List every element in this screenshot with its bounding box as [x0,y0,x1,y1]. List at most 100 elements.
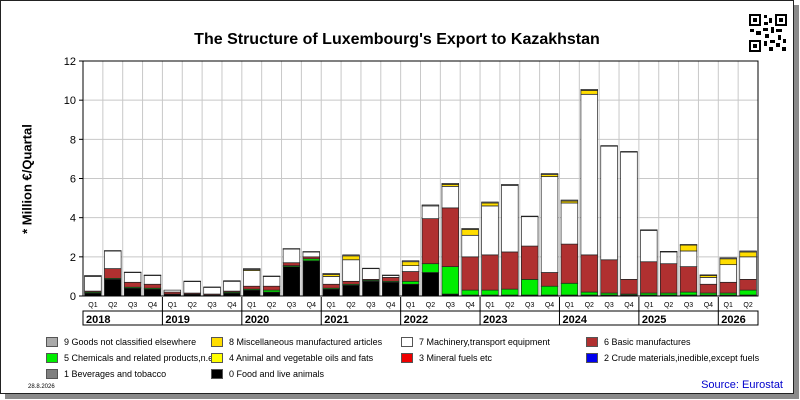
plot-border [82,60,759,297]
bar-segment [401,271,420,282]
bar-segment [322,276,340,285]
bar-segment [679,250,698,267]
bar-segment [104,250,122,269]
bar-segment [540,272,559,287]
x-tick-label: Q4 [148,302,157,309]
legend-label: 4 Animal and vegetable oils and fats [229,353,374,363]
y-tick-label: 0 [70,291,76,303]
legend-swatch [586,353,598,363]
bar-segment [719,258,737,266]
bar-segment [739,250,757,253]
x-tick-label: Q1 [168,302,177,309]
legend-item: 0 Food and live animals [211,368,324,380]
bar-segment [342,280,360,285]
legend-swatch [211,369,223,379]
year-label: 2023 [483,314,507,326]
legend-item: 4 Animal and vegetable oils and fats [211,352,373,364]
bar-segment [362,268,380,280]
bar-segment [262,285,281,291]
legend-item: 7 Machinery,transport equipment [401,336,550,348]
bar-segment [580,93,598,256]
bar-segment [163,289,182,293]
bar-segment [262,291,281,297]
bar-segment [521,279,539,296]
bar-segment [560,243,579,284]
bar-segment [501,288,519,296]
x-tick-label: Q2 [108,302,117,309]
legend-swatch [46,337,58,347]
bar-segment [699,274,718,276]
bar-segment [143,274,162,276]
bar-segment [322,273,340,275]
bar-segment [719,257,737,260]
bar-segment [203,286,221,295]
legend-swatch [211,353,223,363]
x-tick-label: Q1 [326,302,335,309]
legend-item: 8 Miscellaneous manufactured articles [211,336,382,348]
x-tick-label: Q2 [426,302,435,309]
stacked-bar-chart: 0 2 4 6 8 10 12 Q1 Q2 Q3 Q4 Q1 Q2 Q3 Q4 Q1 Q2 Q3 Q4 Q1 Q2 Q3 Q… [64,56,759,326]
bar-segment [481,254,499,291]
bar-segment [560,202,579,245]
legend-item: 6 Basic manufactures [586,336,691,348]
bar-segment [679,244,698,252]
bar-segment [461,289,479,296]
legend-label: 5 Chemicals and related products,n.e.s. [64,353,223,363]
x-tick-label: Q3 [128,302,137,309]
legend-label: 0 Food and live animals [229,369,325,379]
x-tick-label: Q1 [565,302,574,309]
bar-segment [243,289,261,297]
x-tick-label: Q1 [88,302,97,309]
bar-segment [282,262,301,266]
bar-segment [382,274,400,276]
bar-segment [143,275,162,285]
bar-segment [461,229,479,236]
bar-segment [699,283,718,294]
x-tick-label: Q4 [545,302,554,309]
bar-segment [640,229,658,231]
legend-label: 1 Beverages and tobacco [64,369,167,379]
legend-label: 2 Crude materials,inedible,except fuels [604,353,760,363]
legend-label: 7 Machinery,transport equipment [419,337,550,347]
qr-code-icon [748,13,788,53]
year-label: 2024 [562,314,587,326]
y-tick-label: 12 [64,56,76,68]
x-tick-label: Q4 [227,302,236,309]
bar-segment [481,289,499,296]
bar-segment [441,266,459,295]
legend-item: 2 Crude materials,inedible,except fuels [586,352,759,364]
bar-segment [243,268,261,270]
bar-segment [521,216,539,247]
x-tick-label: Q3 [525,302,534,309]
y-tick-label: 6 [70,174,76,186]
bar-segment [282,266,301,297]
bar-segment [243,270,261,287]
bar-segment [679,244,698,246]
legend-swatch [401,337,413,347]
bar-segment [262,275,281,277]
x-tick-label: Q3 [207,302,216,309]
x-tick-label: Q1 [485,302,494,309]
bar-segment [620,279,638,295]
x-tick-label: Q2 [346,302,355,309]
chart-title: The Structure of Luxembourg's Export to … [194,31,600,48]
bar-segment [501,184,519,186]
bar-segment [600,145,618,147]
year-row-border [82,310,759,326]
bar-segment [183,280,201,294]
bar-segment [302,260,320,297]
x-tick-label: Q3 [287,302,296,309]
x-tick-label: Q4 [307,302,316,309]
bar-segment [521,245,539,280]
bar-segment [481,205,499,256]
y-tick-label: 10 [64,95,76,107]
bar-segment [441,183,459,185]
bar-segment [659,251,678,253]
bar-segment [461,256,479,291]
bar-segment [223,280,241,292]
bar-segment [521,215,539,218]
bar-segment [401,283,420,297]
bar-segment [382,277,400,282]
bar-segment [620,151,638,153]
bar-segment [84,276,102,292]
